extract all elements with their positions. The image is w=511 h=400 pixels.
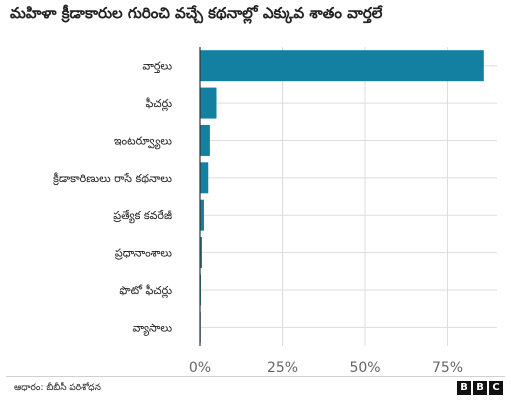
source-note: ఆధారం: బీబీసీ పరిశోధన [14,383,101,393]
bar [200,124,210,156]
bar [200,162,209,194]
x-tick-label: 25% [267,360,298,376]
logo-letter-b1: B [457,381,471,395]
x-tick-label: 0% [189,360,211,376]
category-label: వ్యాసాలు [132,321,172,336]
category-label: ఇంటర్వ్యూలు [114,134,172,150]
x-tick-label: 75% [432,360,463,376]
chart-title: మహిళా క్రీడాకారుల గురించి వచ్చే కథనాల్లో… [10,4,383,22]
logo-letter-c: C [489,381,503,395]
category-label: ప్రత్యేక కవరేజీ [113,209,172,224]
category-label: ప్రధానాంశాలు [115,247,172,261]
category-label: ఫొటో ఫీచర్లు [119,284,172,299]
footer-divider [6,376,505,377]
bar [200,199,204,231]
bar [200,87,217,119]
category-label: ఫీచర్లు [145,97,172,112]
bar [200,50,484,82]
logo-letter-b2: B [473,381,487,395]
x-tick-label: 50% [349,360,380,376]
category-label: వార్తలు [142,60,172,74]
bbc-logo: B B C [457,381,503,395]
bar [200,237,202,269]
category-label: క్రీడాకారిణులు రాసే కథనాలు [53,172,172,186]
